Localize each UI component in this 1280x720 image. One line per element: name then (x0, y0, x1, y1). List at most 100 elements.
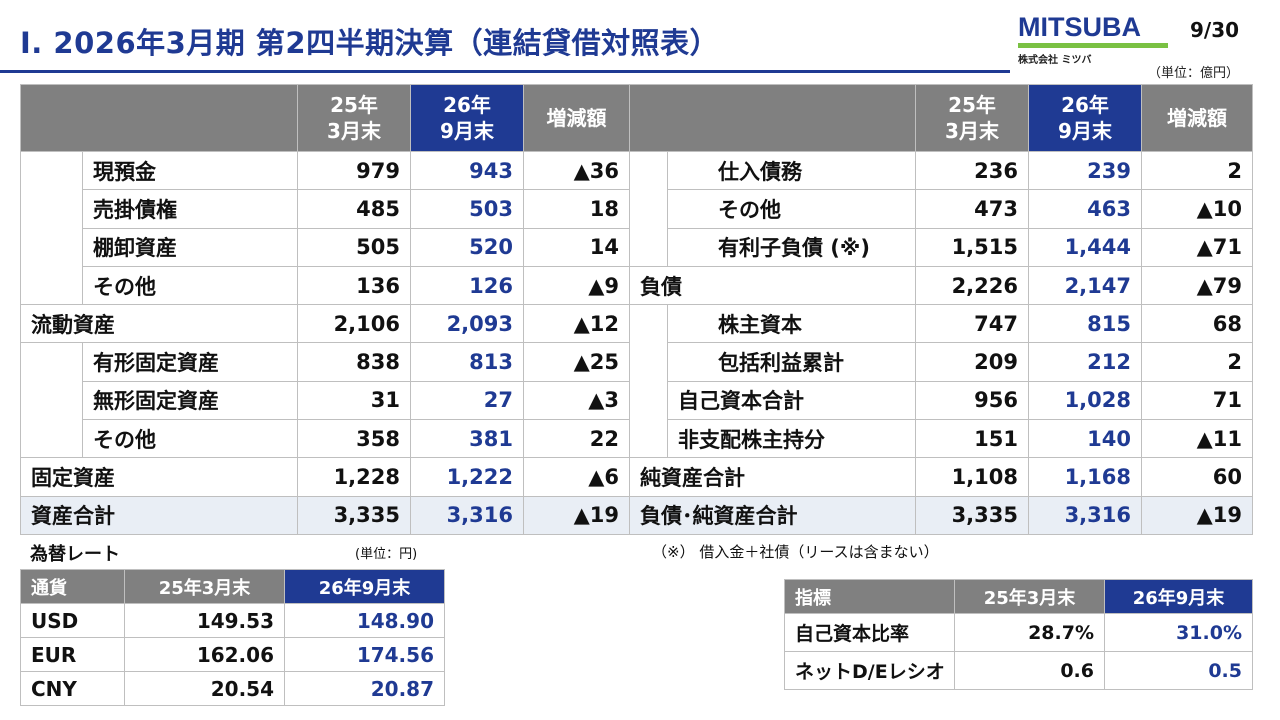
fx-cur: 20.87 (284, 671, 445, 706)
indent-spacer (20, 381, 83, 420)
indicator-cur: 31.0% (1104, 613, 1253, 652)
indicator-row: ネットD/Eレシオ 0.6 0.5 (784, 651, 1253, 690)
asset-cur: 381 (410, 419, 524, 459)
indent-spacer (629, 381, 668, 420)
asset-diff: ▲3 (523, 380, 630, 421)
liability-cur: 3,316 (1028, 495, 1142, 535)
asset-cur: 126 (410, 265, 524, 306)
asset-cur: 3,316 (410, 495, 524, 535)
liability-label: 仕入債務 (667, 150, 916, 191)
logo-subtitle: 株式会社 ミツバ (1018, 55, 1092, 66)
liability-label: 負債･純資産合計 (629, 495, 916, 535)
asset-cur: 503 (410, 189, 524, 229)
fx-header-cur: 26年9月末 (284, 569, 445, 604)
indicator-cur: 0.5 (1104, 651, 1253, 690)
table-row: 無形固定資産 31 27 ▲3 自己資本合計 956 1,028 71 (20, 380, 1253, 421)
liability-prev: 473 (915, 189, 1029, 229)
asset-prev: 838 (297, 342, 411, 382)
asset-cur: 2,093 (410, 304, 524, 344)
liability-prev: 1,515 (915, 227, 1029, 267)
title-underline (0, 70, 1010, 73)
indicator-row: 自己資本比率 28.7% 31.0% (784, 613, 1253, 652)
fx-row: CNY 20.54 20.87 (20, 671, 445, 706)
liability-label: 包括利益累計 (667, 342, 916, 382)
asset-prev: 358 (297, 419, 411, 459)
table-row: 資産合計 3,335 3,316 ▲19 負債･純資産合計 3,335 3,316 ▲19 (20, 495, 1253, 535)
indicator-header-cur: 26年9月末 (1104, 579, 1253, 614)
liability-diff: 60 (1141, 457, 1253, 497)
asset-cur: 1,222 (410, 457, 524, 497)
liability-diff: ▲10 (1141, 189, 1253, 229)
liability-prev: 3,335 (915, 495, 1029, 535)
indicator-header-row: 指標 25年3月末 26年9月末 (784, 579, 1253, 614)
asset-label: 現預金 (82, 150, 298, 191)
asset-prev: 136 (297, 265, 411, 306)
balance-sheet-table: 25年 3月末 26年 9月末 増減額 25年 3月末 26年 9月末 増減額 現預金 9… (20, 84, 1253, 535)
indent-spacer (629, 304, 668, 343)
header-diff-right: 増減額 (1141, 84, 1253, 152)
liability-cur: 212 (1028, 342, 1142, 382)
table-row: 固定資産 1,228 1,222 ▲6 純資産合計 1,108 1,168 60 (20, 457, 1253, 497)
indent-spacer (629, 228, 668, 267)
table-row: 売掛債権 485 503 18 その他 473 463 ▲10 (20, 189, 1253, 229)
asset-diff: ▲9 (523, 265, 630, 306)
liability-prev: 1,108 (915, 457, 1029, 497)
asset-prev: 505 (297, 227, 411, 267)
table-row: その他 358 381 22 非支配株主持分 151 140 ▲11 (20, 419, 1253, 459)
asset-diff: ▲19 (523, 495, 630, 535)
asset-prev: 979 (297, 150, 411, 191)
logo-green-bar (1018, 43, 1168, 48)
asset-label: 固定資産 (20, 457, 298, 497)
table-header-row: 25年 3月末 26年 9月末 増減額 25年 3月末 26年 9月末 増減額 (20, 84, 1253, 152)
liability-cur: 1,168 (1028, 457, 1142, 497)
asset-diff: 14 (523, 227, 630, 267)
indent-spacer (629, 189, 668, 229)
header-cur-right: 26年 9月末 (1028, 84, 1142, 152)
asset-cur: 520 (410, 227, 524, 267)
liability-prev: 956 (915, 380, 1029, 421)
liability-cur: 2,147 (1028, 265, 1142, 306)
table-row: その他 136 126 ▲9 負債 2,226 2,147 ▲79 (20, 265, 1253, 306)
fx-header-row: 通貨 25年3月末 26年9月末 (20, 569, 445, 604)
indent-spacer (20, 228, 83, 267)
asset-cur: 27 (410, 380, 524, 421)
fx-currency: EUR (20, 637, 125, 672)
indicator-prev: 0.6 (954, 651, 1105, 690)
asset-diff: 22 (523, 419, 630, 459)
fx-unit: (単位：円) (355, 547, 418, 562)
fx-prev: 149.53 (124, 603, 285, 638)
liability-label: 非支配株主持分 (667, 419, 916, 459)
table-row: 流動資産 2,106 2,093 ▲12 株主資本 747 815 68 (20, 304, 1253, 344)
indent-spacer (629, 419, 668, 458)
indent-spacer (20, 266, 83, 305)
liability-diff: ▲11 (1141, 419, 1253, 459)
liability-cur: 1,028 (1028, 380, 1142, 421)
table-row: 現預金 979 943 ▲36 仕入債務 236 239 2 (20, 150, 1253, 191)
indent-spacer (20, 189, 83, 229)
fx-header-prev: 25年3月末 (124, 569, 285, 604)
liability-prev: 2,226 (915, 265, 1029, 306)
liability-cur: 463 (1028, 189, 1142, 229)
indicator-prev: 28.7% (954, 613, 1105, 652)
liability-prev: 747 (915, 304, 1029, 344)
asset-label: その他 (82, 265, 298, 306)
asset-label: その他 (82, 419, 298, 459)
logo-wordmark: MITSUBA (1018, 12, 1141, 42)
fx-row: EUR 162.06 174.56 (20, 637, 445, 672)
header-diff-left: 増減額 (523, 84, 630, 152)
liability-prev: 209 (915, 342, 1029, 382)
liability-label: 株主資本 (667, 304, 916, 344)
indent-spacer (629, 342, 668, 382)
indicator-header-prev: 25年3月末 (954, 579, 1105, 614)
liability-cur: 140 (1028, 419, 1142, 459)
table-row: 有形固定資産 838 813 ▲25 包括利益累計 209 212 2 (20, 342, 1253, 382)
liability-label: 純資産合計 (629, 457, 916, 497)
footnote: （※） 借入金＋社債（リースは含まない） (652, 543, 939, 561)
asset-prev: 31 (297, 380, 411, 421)
asset-diff: 18 (523, 189, 630, 229)
fx-prev: 20.54 (124, 671, 285, 706)
liability-label: その他 (667, 189, 916, 229)
indent-spacer (20, 419, 83, 458)
liability-diff: 68 (1141, 304, 1253, 344)
indent-spacer (20, 342, 83, 382)
